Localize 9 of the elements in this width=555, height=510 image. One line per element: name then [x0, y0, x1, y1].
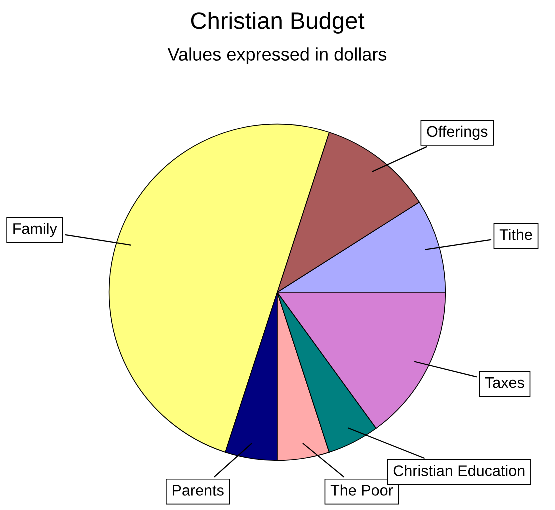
- slice-label: The Poor: [330, 484, 394, 496]
- chart-title: Christian Budget: [191, 12, 365, 34]
- slice-label: Christian Education: [394, 465, 525, 476]
- slice-label: Taxes: [485, 378, 524, 388]
- slice-label: Offerings: [427, 126, 488, 140]
- slice-label: Family: [14, 223, 58, 238]
- slice-label: Parents: [173, 485, 224, 496]
- slice-label: Tithe: [500, 229, 532, 240]
- chart-subtitle: Values expressed in dollars: [168, 48, 387, 65]
